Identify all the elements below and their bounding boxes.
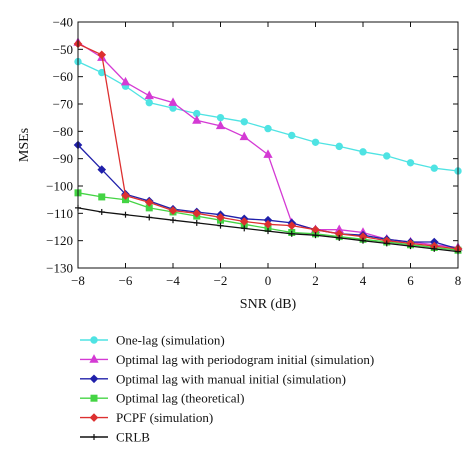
x-tick-label: 4	[360, 273, 367, 288]
axes: −8 −6 −4 −2 0 2 4 6 8 −40 −50 −60 −70 −80 −90 −100 −110 −…	[46, 15, 461, 289]
x-tick-label: 2	[312, 273, 319, 288]
series-1	[74, 57, 462, 175]
legend-marker	[89, 354, 99, 363]
x-tick-label: 6	[407, 273, 414, 288]
legend-marker	[91, 434, 97, 440]
x-tick-label: −6	[119, 273, 133, 288]
data-point	[98, 208, 105, 215]
data-point	[407, 243, 414, 250]
data-point	[120, 76, 131, 86]
data-point	[144, 198, 154, 207]
y-tick-label: −110	[47, 206, 73, 221]
data-point	[168, 97, 178, 106]
data-point	[193, 219, 200, 226]
legend-label: CRLB	[116, 430, 150, 445]
legend-entry: CRLB	[80, 430, 150, 445]
data-point	[288, 230, 295, 237]
data-point	[98, 193, 106, 201]
data-point	[406, 159, 415, 167]
data-point	[336, 234, 343, 241]
data-point	[122, 211, 129, 218]
data-point	[121, 191, 130, 200]
legend: One-lag (simulation) Optimal lag with per…	[80, 333, 374, 445]
data-point	[97, 50, 107, 60]
legend-label: Optimal lag (theoretical)	[116, 391, 245, 406]
data-point	[216, 213, 225, 222]
legend-label: One-lag (simulation)	[116, 333, 225, 348]
data-point	[168, 206, 178, 215]
y-tick-label: −130	[46, 261, 73, 276]
y-tick-label: −60	[53, 69, 73, 84]
y-tick-label: −80	[53, 124, 73, 139]
x-tick-label: −8	[71, 273, 85, 288]
data-point	[239, 131, 249, 141]
plot-area	[73, 37, 463, 255]
y-tick-label: −100	[46, 179, 73, 194]
data-point	[264, 124, 272, 133]
data-point	[97, 165, 107, 174]
x-tick-label: −4	[166, 273, 180, 288]
series-5	[73, 39, 463, 254]
legend-label: Optimal lag with manual initial (simulat…	[116, 371, 346, 386]
data-point	[383, 240, 390, 247]
data-point	[216, 113, 225, 122]
y-axis-title: MSEs	[17, 128, 32, 162]
legend-label: Optimal lag with periodogram initial (si…	[116, 352, 374, 367]
legend-entry: One-lag (simulation)	[80, 333, 225, 348]
y-tick-label: −70	[53, 97, 73, 112]
data-point	[146, 214, 153, 221]
legend-marker	[90, 394, 98, 402]
data-point	[217, 222, 224, 229]
data-point	[240, 118, 248, 126]
y-tick-label: −120	[46, 233, 73, 248]
legend-marker	[90, 336, 98, 344]
data-point	[145, 98, 153, 107]
y-tick-label: −90	[53, 151, 73, 166]
data-point	[430, 164, 438, 172]
data-point	[312, 232, 319, 239]
data-point	[170, 217, 176, 224]
y-tick-label: −50	[53, 42, 73, 57]
data-point	[360, 237, 366, 244]
data-point	[335, 142, 343, 151]
data-point	[241, 225, 248, 232]
data-point	[383, 152, 391, 160]
legend-marker	[89, 374, 99, 384]
data-point	[359, 148, 367, 156]
legend-entry: Optimal lag (theoretical)	[80, 391, 245, 406]
data-point	[263, 149, 273, 158]
legend-entry: PCPF (simulation)	[80, 410, 213, 425]
data-point	[192, 209, 202, 218]
data-point	[215, 120, 226, 130]
data-point	[288, 131, 296, 140]
legend-entry: Optimal lag with manual initial (simulat…	[80, 371, 346, 386]
x-tick-label: 8	[455, 273, 462, 288]
legend-marker	[89, 413, 99, 422]
data-point	[431, 245, 438, 252]
data-point	[287, 221, 297, 230]
series-6	[75, 204, 461, 255]
data-point	[265, 228, 271, 235]
x-tick-label: 0	[265, 273, 272, 288]
legend-label: PCPF (simulation)	[116, 410, 213, 425]
x-axis-title: SNR (dB)	[240, 297, 297, 312]
data-point	[311, 138, 320, 146]
data-point	[192, 115, 202, 124]
data-point	[239, 217, 249, 226]
legend-entry: Optimal lag with periodogram initial (si…	[80, 352, 374, 367]
data-point	[144, 90, 154, 100]
y-tick-label: −40	[53, 15, 73, 30]
x-tick-label: −2	[214, 273, 228, 288]
data-point	[263, 219, 273, 229]
